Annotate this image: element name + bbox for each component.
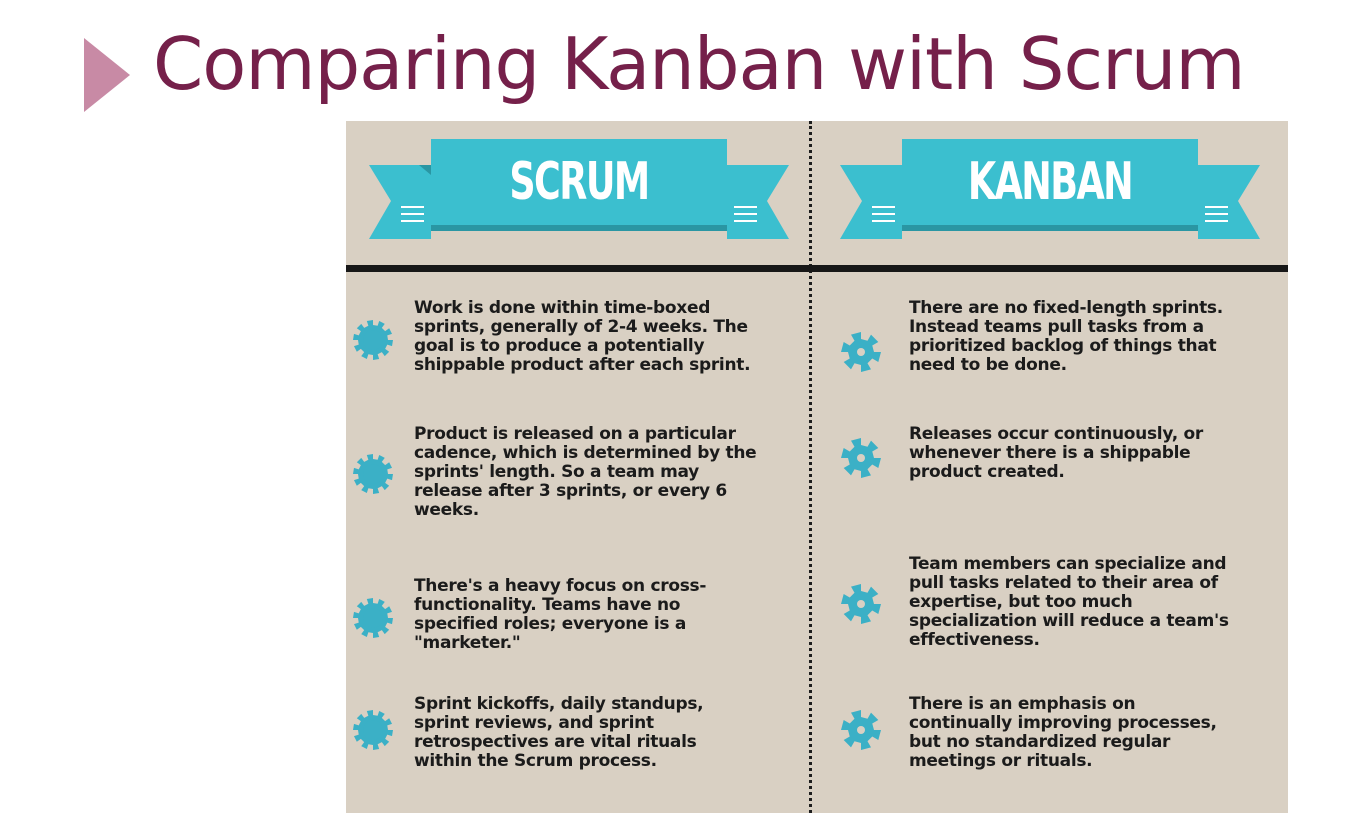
item-line: specialization will reduce a team's: [909, 611, 1229, 631]
item-line: There's a heavy focus on cross-: [414, 576, 707, 596]
header-rule: [346, 265, 1288, 272]
item-line: whenever there is a shippable: [909, 443, 1191, 463]
item-line: shippable product after each sprint.: [414, 355, 751, 375]
item-line: Instead teams pull tasks from a: [909, 317, 1204, 337]
slide-title: Comparing Kanban with Scrum: [153, 22, 1245, 106]
gear-icon: [840, 437, 882, 479]
kanban-item-text: There are no fixed-length sprints. Instea…: [909, 299, 1223, 375]
item-line: retrospectives are vital rituals: [414, 732, 697, 752]
slide-bullet-marker: [84, 38, 130, 112]
item-line: functionality. Teams have no: [414, 595, 681, 615]
item-line: sprints, generally of 2-4 weeks. The: [414, 317, 748, 337]
gear-icon: [352, 709, 394, 751]
gear-icon: [840, 331, 882, 373]
item-line: effectiveness.: [909, 630, 1040, 650]
item-line: There are no fixed-length sprints.: [909, 298, 1223, 318]
item-line: sprints' length. So a team may: [414, 462, 699, 482]
gear-icon: [352, 453, 394, 495]
gear-icon: [352, 597, 394, 639]
ribbon-icon: [840, 139, 1260, 239]
item-line: release after 3 sprints, or every 6: [414, 481, 727, 501]
kanban-banner-label: KANBAN: [967, 152, 1134, 212]
item-line: goal is to produce a potentially: [414, 336, 705, 356]
scrum-item-text: Product is released on a particular caden…: [414, 424, 757, 520]
item-line: expertise, but too much: [909, 592, 1133, 612]
kanban-item-text: Releases occur continuously, or whenever …: [909, 425, 1203, 482]
item-line: "marketer.": [414, 633, 521, 653]
ribbon-icon: [369, 139, 789, 239]
item-line: Sprint kickoffs, daily standups,: [414, 694, 704, 714]
item-line: There is an emphasis on: [909, 694, 1136, 714]
item-line: product created.: [909, 462, 1065, 482]
gear-icon: [840, 709, 882, 751]
item-line: specified roles; everyone is a: [414, 614, 686, 634]
scrum-banner: SCRUM: [369, 135, 789, 245]
gear-icon: [352, 319, 394, 361]
item-line: within the Scrum process.: [414, 751, 657, 771]
scrum-kanban-infographic: SCRUM KANBAN Work is done within time-bo…: [346, 121, 1288, 813]
scrum-item-text: There's a heavy focus on cross-functiona…: [414, 577, 706, 653]
item-line: Product is released on a particular: [414, 424, 736, 444]
column-divider: [809, 121, 812, 813]
scrum-item-text: Sprint kickoffs, daily standups, sprint r…: [414, 694, 704, 771]
item-line: need to be done.: [909, 355, 1067, 375]
gear-icon: [840, 583, 882, 625]
item-line: continually improving processes,: [909, 713, 1217, 733]
item-line: weeks.: [414, 500, 479, 520]
kanban-item-text: Team members can specialize and pull task…: [909, 555, 1229, 650]
kanban-banner: KANBAN: [840, 135, 1260, 245]
scrum-item-text: Work is done within time-boxed sprints, g…: [414, 298, 751, 375]
item-line: meetings or rituals.: [909, 751, 1093, 771]
item-line: sprint reviews, and sprint: [414, 713, 654, 733]
item-line: Releases occur continuously, or: [909, 424, 1204, 444]
item-line: Team members can specialize and: [909, 554, 1227, 574]
item-line: pull tasks related to their area of: [909, 573, 1218, 593]
item-line: prioritized backlog of things that: [909, 336, 1217, 356]
scrum-banner-label: SCRUM: [509, 152, 650, 212]
item-line: cadence, which is determined by the: [414, 443, 757, 463]
item-line: Work is done within time-boxed: [414, 298, 711, 318]
kanban-item-text: There is an emphasis on continually impro…: [909, 695, 1217, 771]
item-line: but no standardized regular: [909, 732, 1171, 752]
